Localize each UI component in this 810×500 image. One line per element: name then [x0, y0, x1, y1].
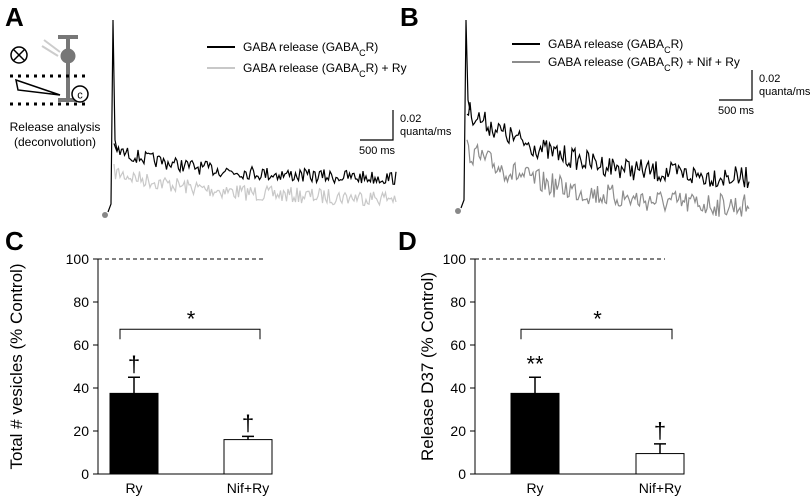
- inset-diagram: c: [10, 35, 89, 106]
- x-tick-label: Ry: [526, 480, 543, 496]
- panel-label: D: [398, 226, 417, 256]
- x-tick-label: Nif+Ry: [227, 480, 269, 496]
- svg-text:c: c: [77, 90, 83, 102]
- scale-bar-label: 0.02: [759, 73, 780, 85]
- legend-label-part: GABA release (GABA: [243, 61, 359, 75]
- bar-marker: †: [654, 418, 666, 443]
- y-tick-label: 100: [66, 251, 90, 267]
- scale-bar-label: quanta/ms: [400, 126, 452, 138]
- bar: [510, 392, 560, 475]
- legend-label: GABA release (GABACR) + Nif + Ry: [548, 55, 740, 73]
- legend-label-part: GABA release (GABA: [548, 37, 664, 51]
- stimulus-dot: [102, 212, 108, 218]
- y-tick-label: 60: [450, 337, 466, 353]
- caption: (deconvolution): [14, 135, 96, 149]
- x-tick-label: Nif+Ry: [639, 480, 681, 496]
- error-bar: [128, 376, 140, 394]
- y-tick-label: 60: [73, 337, 89, 353]
- y-tick-label: 20: [450, 423, 466, 439]
- y-tick-label: 0: [81, 466, 89, 482]
- y-tick-label: 0: [458, 466, 466, 482]
- legend-label: GABA release (GABACR): [243, 40, 378, 58]
- trace: [113, 143, 397, 185]
- y-tick-label: 100: [443, 251, 467, 267]
- panel-label: B: [400, 2, 419, 32]
- legend-label-part: R): [366, 40, 379, 54]
- significance-bracket: [520, 328, 673, 340]
- significance-bracket: [119, 328, 261, 340]
- legend-label-part: R): [671, 37, 684, 51]
- legend-label: GABA release (GABACR) + Ry: [243, 61, 407, 79]
- significance-label: *: [593, 306, 602, 331]
- y-tick-label: 80: [450, 294, 466, 310]
- error-bar: [654, 443, 666, 454]
- panel-label: A: [5, 2, 24, 32]
- panel-label: C: [5, 226, 24, 256]
- y-tick-label: 20: [73, 423, 89, 439]
- scale-bar-label: 0.02: [400, 113, 421, 125]
- trace: [466, 139, 750, 217]
- bar: [635, 453, 685, 475]
- scale-bar-label: 500 ms: [718, 105, 755, 117]
- scale-bar-label: 500 ms: [359, 145, 396, 157]
- error-bar: [529, 376, 541, 394]
- y-tick-label: 80: [73, 294, 89, 310]
- bar: [223, 439, 273, 475]
- y-tick-label: 40: [73, 380, 89, 396]
- legend-label-part: GABA release (GABA: [243, 40, 359, 54]
- scale-bar: [719, 70, 753, 101]
- stimulus-dot: [455, 208, 461, 214]
- error-bar: [242, 435, 254, 440]
- bar: [109, 392, 159, 475]
- trace-spike: [107, 19, 118, 213]
- trace: [113, 163, 397, 207]
- trace-spike: [460, 19, 471, 209]
- legend-label-part: R) + Nif + Ry: [671, 55, 740, 69]
- legend-label-part: C: [359, 69, 366, 79]
- legend-label-part: C: [664, 63, 671, 73]
- bar-marker: †: [128, 351, 140, 376]
- bar-marker: **: [526, 351, 544, 376]
- caption: Release analysis: [10, 120, 101, 134]
- x-tick-label: Ry: [125, 480, 142, 496]
- legend-label-part: C: [359, 48, 366, 58]
- y-axis-title: Total # vesicles (% Control): [7, 264, 26, 470]
- legend-label-part: R) + Ry: [366, 61, 407, 75]
- scale-bar: [360, 110, 394, 141]
- y-tick-label: 40: [450, 380, 466, 396]
- trace: [466, 102, 750, 189]
- bar-marker: †: [242, 410, 254, 435]
- y-axis-title: Release D37 (% Control): [418, 272, 437, 461]
- scale-bar-label: quanta/ms: [759, 86, 810, 98]
- legend-label: GABA release (GABACR): [548, 37, 683, 55]
- legend-label-part: C: [664, 45, 671, 55]
- significance-label: *: [187, 306, 196, 331]
- legend-label-part: GABA release (GABA: [548, 55, 664, 69]
